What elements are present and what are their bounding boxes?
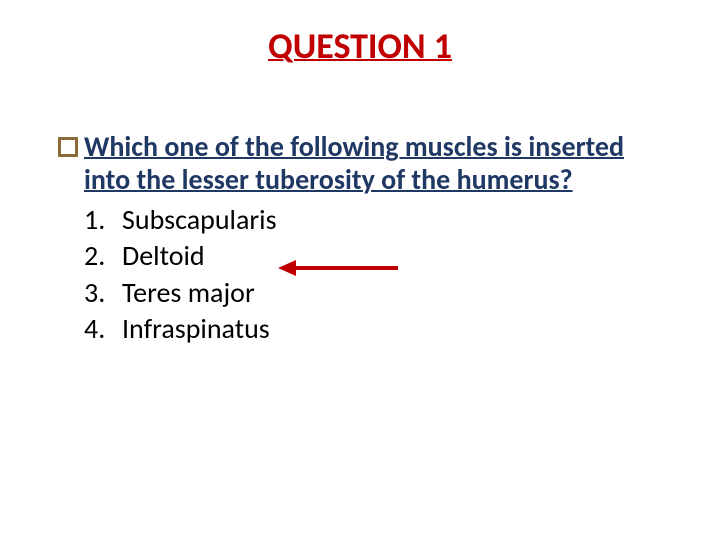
- option-number: 1.: [84, 202, 116, 238]
- option-item: 4. Infraspinatus: [84, 311, 658, 347]
- question-text: Which one of the following muscles is in…: [84, 130, 658, 196]
- body-region: Which one of the following muscles is in…: [58, 130, 658, 348]
- option-label: Subscapularis: [122, 202, 277, 238]
- options-list: 1. Subscapularis 2. Deltoid 3. Teres maj…: [84, 202, 658, 348]
- option-number: 4.: [84, 311, 116, 347]
- option-label: Deltoid: [122, 238, 205, 274]
- option-label: Infraspinatus: [122, 311, 270, 347]
- option-number: 2.: [84, 238, 116, 274]
- slide-title: QUESTION 1: [0, 24, 720, 68]
- option-item: 2. Deltoid: [84, 238, 658, 274]
- question-row: Which one of the following muscles is in…: [58, 130, 658, 196]
- option-item: 3. Teres major: [84, 275, 658, 311]
- option-number: 3.: [84, 275, 116, 311]
- slide: QUESTION 1 Which one of the following mu…: [0, 0, 720, 540]
- option-label: Teres major: [122, 275, 255, 311]
- square-bullet-icon: [58, 137, 78, 157]
- option-item: 1. Subscapularis: [84, 202, 658, 238]
